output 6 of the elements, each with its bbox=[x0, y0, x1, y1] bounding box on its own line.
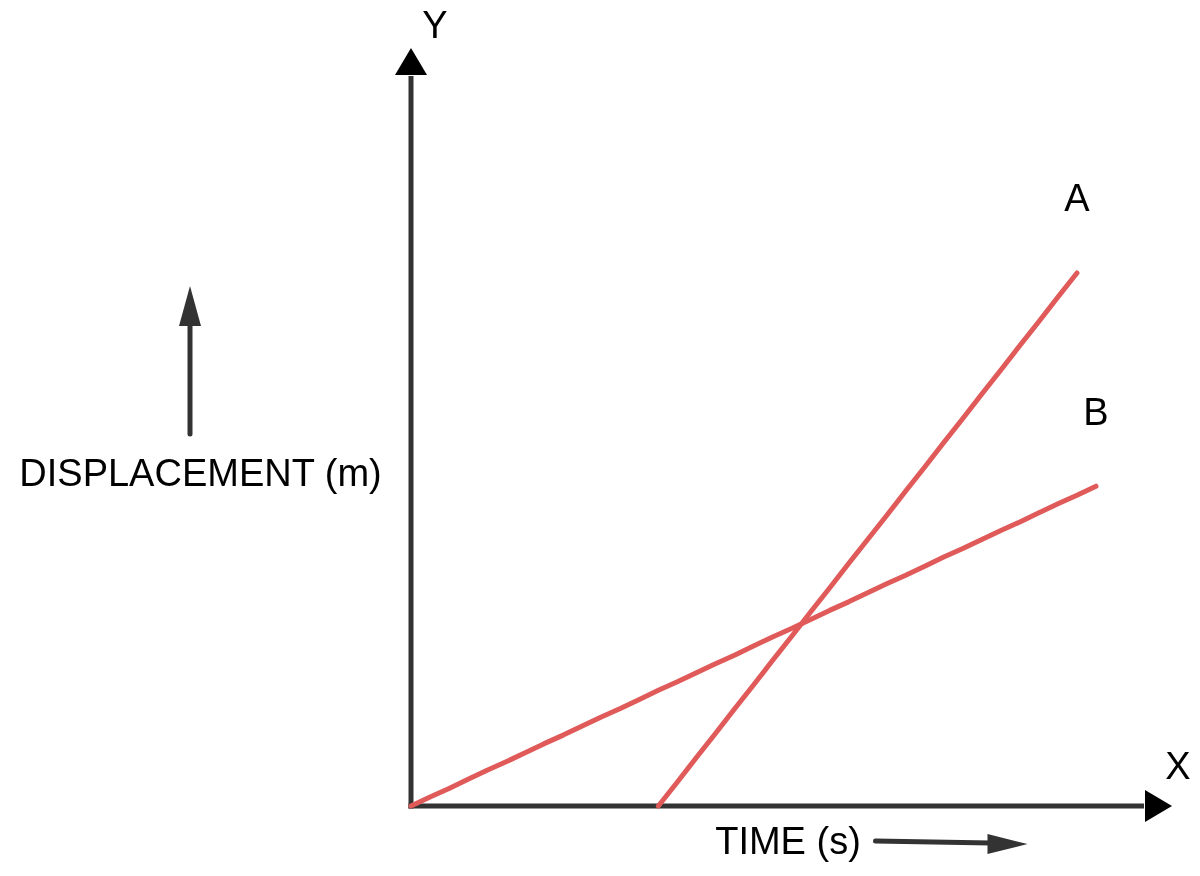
text: X bbox=[1165, 745, 1191, 788]
series-label: B bbox=[1083, 390, 1109, 433]
series-label: A bbox=[1064, 177, 1091, 220]
x-axis-title: TIME (s) bbox=[715, 820, 861, 863]
y-axis-title: DISPLACEMENT (m) bbox=[19, 451, 382, 494]
text: Y bbox=[422, 4, 448, 47]
